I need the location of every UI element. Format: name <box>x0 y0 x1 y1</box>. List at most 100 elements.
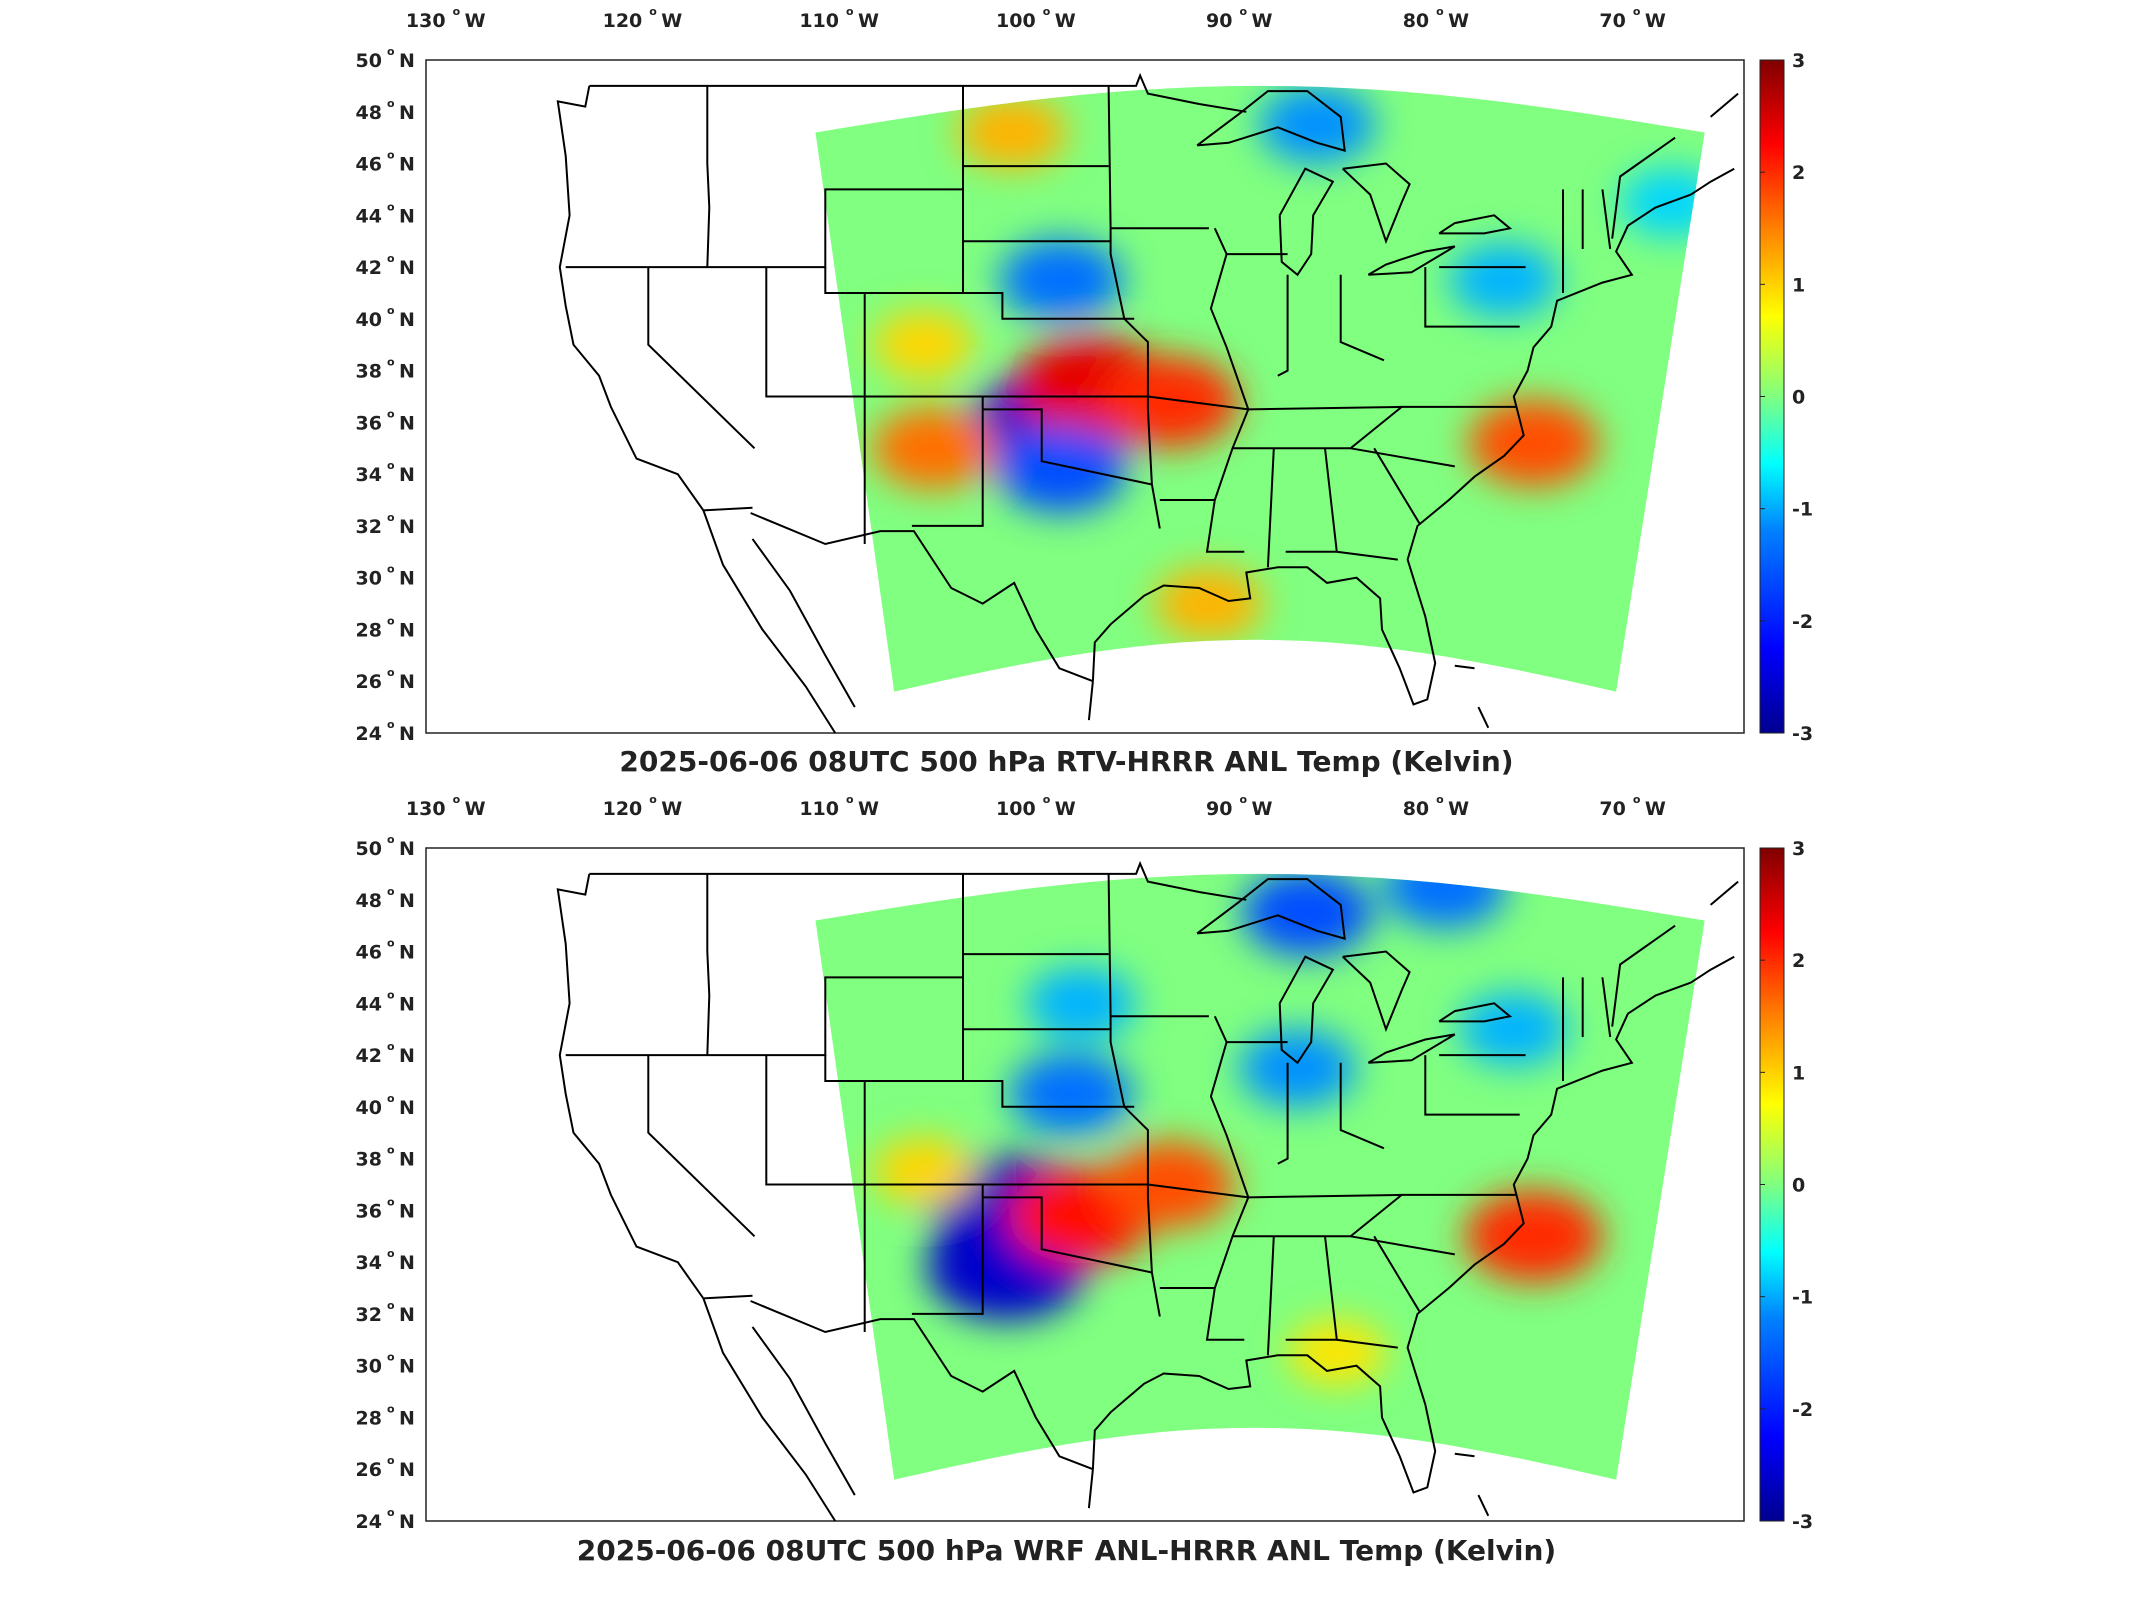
degree-symbol: o <box>649 5 657 18</box>
degree-symbol: o <box>387 1299 395 1312</box>
anomaly-blob <box>999 238 1124 322</box>
anomaly-blob <box>1383 873 1507 929</box>
longitude-labels: 130 o W 120 o W 110 o W 100 o W 90 o W 80 o W 70 o W <box>406 793 1666 820</box>
lat-hemisphere: N <box>399 1252 415 1274</box>
degree-symbol: o <box>387 45 395 58</box>
boundary-line <box>1601 189 1612 250</box>
degree-symbol: o <box>387 1092 395 1105</box>
anomaly-blob <box>871 407 996 490</box>
degree-symbol: o <box>387 1351 395 1364</box>
degree-symbol: o <box>387 459 395 472</box>
anomaly-blob <box>1241 873 1373 957</box>
lon-tick-label: 130 <box>406 10 446 32</box>
degree-symbol: o <box>387 718 395 731</box>
lat-hemisphere: N <box>399 890 415 912</box>
boundary-line <box>1367 245 1456 276</box>
lat-hemisphere: N <box>399 516 415 538</box>
anomaly-blob <box>1287 1319 1386 1386</box>
boundary-line <box>1232 405 1516 450</box>
boundary-line <box>589 72 1247 113</box>
boundary-line <box>824 267 1135 320</box>
boundary-line <box>1424 1055 1520 1116</box>
degree-symbol: o <box>387 937 395 950</box>
boundary-line <box>750 1300 1094 1471</box>
boundary-line <box>1367 1033 1456 1064</box>
boundary-line <box>1087 681 1094 721</box>
panel-top: 130 o W 120 o W 110 o W 100 o W 90 o W 80 o W 70 o W 50 o N 48 o… <box>0 0 2133 790</box>
degree-symbol: o <box>387 1402 395 1415</box>
boundary-line <box>982 1196 1153 1274</box>
lon-tick-label: 80 <box>1403 10 1429 32</box>
boundary-line <box>1091 981 1692 1494</box>
boundary-line <box>1611 136 1676 239</box>
lat-tick-label: 28 <box>356 1407 382 1429</box>
lon-tick-label: 90 <box>1206 10 1232 32</box>
degree-symbol: o <box>387 614 395 627</box>
boundary-line <box>751 1326 856 1496</box>
lat-tick-label: 42 <box>356 1045 382 1067</box>
colorbar-labels: 3 2 1 0 -1 -2 -3 <box>1760 838 1813 1533</box>
degree-symbol: o <box>387 885 395 898</box>
lon-tick-label: 70 <box>1599 798 1625 820</box>
anomaly-blob <box>1100 355 1239 448</box>
anomaly-blob <box>1449 243 1559 317</box>
lat-hemisphere: N <box>399 1511 415 1533</box>
lat-hemisphere: N <box>399 1459 415 1481</box>
domain-fill <box>815 85 1705 692</box>
lat-tick-label: 46 <box>356 154 382 176</box>
lon-hemisphere: W <box>1055 10 1076 32</box>
degree-symbol: o <box>387 1040 395 1053</box>
degree-symbol: o <box>387 511 395 524</box>
boundary-line <box>1278 167 1335 277</box>
anomaly-blob <box>957 96 1067 169</box>
degree-symbol: o <box>387 252 395 265</box>
degree-symbol: o <box>387 97 395 110</box>
boundary-line <box>1690 167 1735 196</box>
lat-tick-label: 48 <box>356 890 382 912</box>
colorbar-tick-label: -3 <box>1792 723 1813 745</box>
lat-hemisphere: N <box>399 1200 415 1222</box>
colorbar-tick-label: 3 <box>1792 50 1805 72</box>
boundary-line <box>1248 1193 1402 1199</box>
colorbar-tick-label: -3 <box>1792 1511 1813 1533</box>
boundary-line <box>1454 664 1475 670</box>
boundary-line <box>765 1055 1249 1199</box>
anomaly-blob <box>1104 1140 1235 1229</box>
degree-symbol: o <box>387 666 395 679</box>
longitude-labels: 130 o W 120 o W 110 o W 100 o W 90 o W 80 o W 70 o W <box>406 5 1666 32</box>
lon-tick-label: 130 <box>406 798 446 820</box>
degree-symbol: o <box>387 1506 395 1519</box>
anomaly-layer <box>872 873 1603 1386</box>
lat-hemisphere: N <box>399 1304 415 1326</box>
boundary-line <box>1709 92 1739 118</box>
degree-symbol: o <box>1239 5 1247 18</box>
boundary-line <box>1336 550 1398 561</box>
degree-symbol: o <box>387 1454 395 1467</box>
anomaly-blob <box>872 1137 975 1206</box>
lat-tick-label: 30 <box>356 568 382 590</box>
boundary-line <box>1248 405 1402 411</box>
degree-symbol: o <box>1043 793 1051 806</box>
colorbar-tick-label: -1 <box>1792 499 1813 521</box>
colorbar-tick-label: 3 <box>1792 838 1805 860</box>
degree-symbol: o <box>1633 5 1641 18</box>
boundary-line <box>1278 955 1335 1065</box>
lon-tick-label: 110 <box>799 10 839 32</box>
boundary-line <box>702 1298 837 1522</box>
boundary-line <box>1350 447 1455 468</box>
latitude-labels: 50 o N48 o N46 o N44 o N42 o N40 o N38 o N36 o N34 o N32 o N… <box>356 45 415 745</box>
boundary-line <box>1454 1452 1475 1458</box>
lon-tick-label: 90 <box>1206 798 1232 820</box>
lat-tick-label: 24 <box>356 1511 382 1533</box>
lon-tick-label: 80 <box>1403 798 1429 820</box>
lat-hemisphere: N <box>399 671 415 693</box>
lon-hemisphere: W <box>1448 10 1469 32</box>
degree-symbol: o <box>846 5 854 18</box>
lat-hemisphere: N <box>399 257 415 279</box>
lat-tick-label: 24 <box>356 723 382 745</box>
degree-symbol: o <box>387 988 395 1001</box>
lon-hemisphere: W <box>465 10 486 32</box>
map-panel-svg: 130 o W 120 o W 110 o W 100 o W 90 o W 80 o W 70 o W 50 o N48 o… <box>356 5 1814 745</box>
degree-symbol: o <box>387 1144 395 1157</box>
boundary-line <box>1087 1469 1094 1509</box>
